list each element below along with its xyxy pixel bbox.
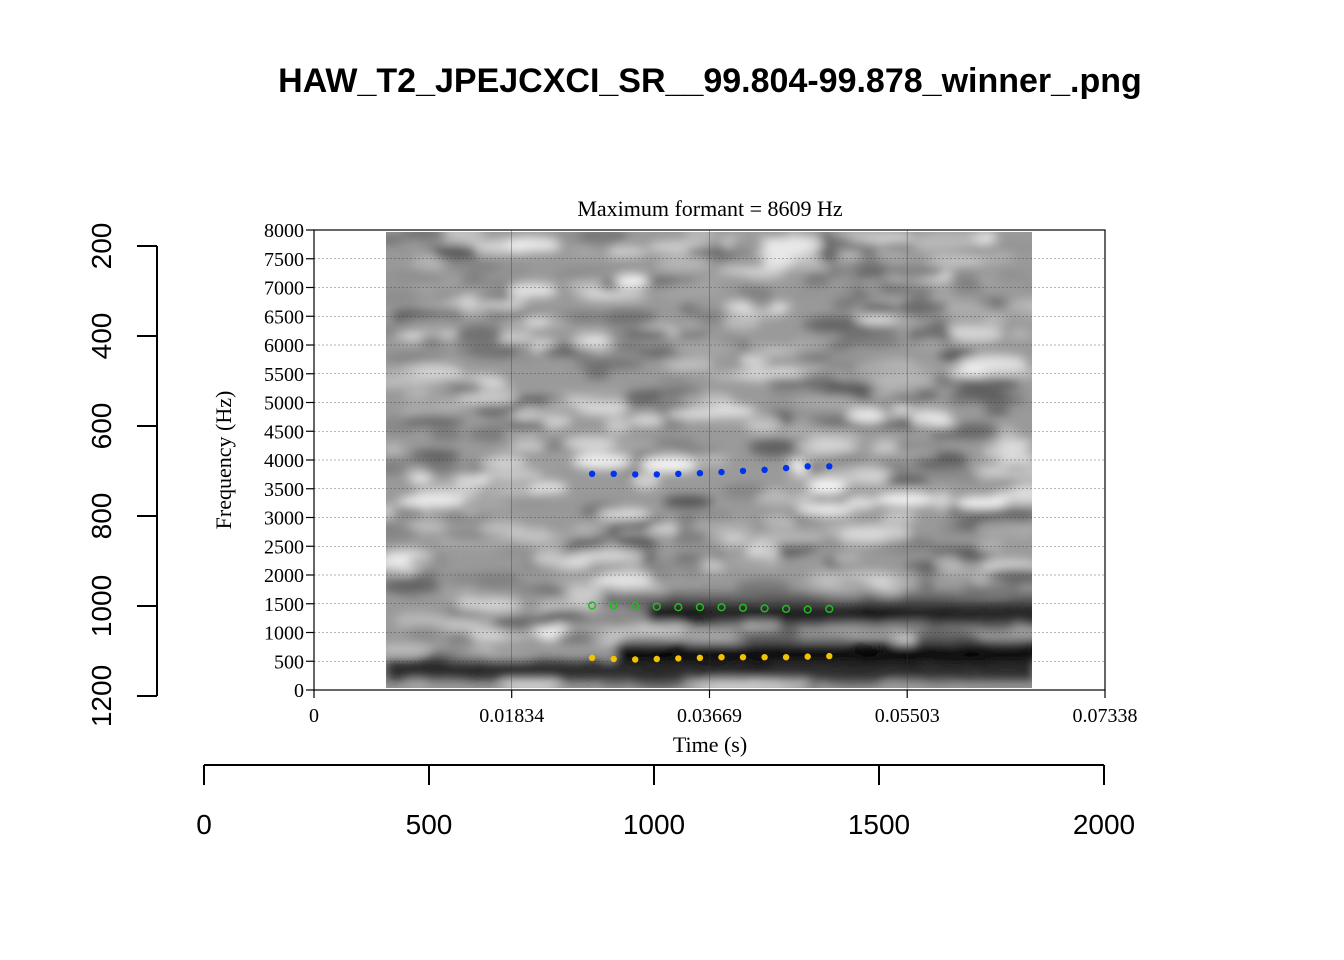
formant-point	[588, 470, 596, 477]
y-tick-label: 6500	[264, 306, 304, 328]
figure-title: HAW_T2_JPEJCXCI_SR__99.804-99.878_winner…	[278, 62, 1142, 100]
outer-y-tick-label: 200	[86, 223, 117, 270]
formant-points	[587, 463, 834, 663]
formant-point	[653, 655, 660, 663]
formant-point	[696, 470, 704, 477]
plot-title: Maximum formant = 8609 Hz	[577, 196, 843, 221]
y-tick-label: 7000	[264, 278, 304, 300]
formant-point	[588, 654, 596, 661]
outer-x-tick-label: 1500	[848, 809, 910, 840]
outer-x-tick-label: 1000	[623, 809, 685, 840]
spectrogram-image	[386, 232, 1032, 688]
formant-point	[781, 604, 791, 614]
formant-point	[631, 601, 640, 611]
formant-point	[718, 654, 725, 661]
spectrogram-plot: Maximum formant = 8609 Hz 0 500 1000 1500 20…	[211, 196, 1138, 757]
outer-x-tick-label: 500	[406, 809, 453, 840]
x-tick-label: 0.07338	[1073, 705, 1138, 727]
formant-point	[632, 656, 639, 663]
y-tick-label: 1500	[264, 594, 304, 616]
formant-point	[652, 602, 661, 611]
formant-point	[674, 603, 683, 612]
y-tick-label: 7500	[264, 249, 304, 271]
outer-y-tick-label: 1200	[86, 665, 117, 727]
outer-y-tick-label: 800	[86, 493, 117, 540]
x-tick-label: 0.01834	[479, 705, 544, 727]
x-tick-label: 0	[309, 705, 319, 727]
x-tick-label: 0.03669	[677, 705, 742, 727]
formant-point	[717, 603, 726, 612]
formant-point	[825, 604, 834, 614]
outer-y-tick-label: 400	[86, 313, 117, 360]
y-tick-label: 8000	[264, 220, 304, 242]
formant-point	[782, 654, 790, 661]
outer-x-tick-label: 2000	[1073, 809, 1135, 840]
formant-point	[739, 654, 747, 661]
formant-point	[675, 655, 682, 662]
formant-point	[761, 466, 768, 473]
formant-point	[587, 601, 597, 610]
formant-point	[782, 464, 790, 472]
formant-point	[738, 603, 748, 612]
y-tick-label: 5500	[264, 364, 304, 386]
outer-y-axis: 200 400 600 800 1000 1200	[86, 223, 158, 727]
formant-point	[696, 654, 704, 661]
outer-x-axis: 0 500 1000 1500 2000	[196, 764, 1135, 840]
y-tick-label: 3500	[264, 479, 304, 501]
formant-point	[632, 471, 639, 478]
y-tick-label: 2000	[264, 565, 304, 587]
formant-point	[695, 603, 705, 612]
y-tick-label: 6000	[264, 335, 304, 357]
formant-point	[718, 468, 725, 476]
y-tick-label: 4500	[264, 421, 304, 443]
formant-point	[610, 655, 617, 663]
outer-y-tick-label: 1000	[86, 575, 117, 637]
y-tick-label: 2500	[264, 536, 304, 558]
y-tick-label: 5000	[264, 393, 304, 415]
formant-point	[609, 601, 618, 610]
y-tick-label: 0	[294, 680, 304, 702]
formant-point	[826, 652, 833, 660]
x-axis: 0 0.01834 0.03669 0.05503 0.07338	[309, 690, 1138, 727]
y-tick-label: 500	[274, 651, 304, 673]
formant-point	[826, 463, 833, 470]
x-axis-label: Time (s)	[673, 732, 747, 757]
formant-point	[803, 605, 812, 614]
formant-point	[653, 471, 660, 478]
y-tick-label: 3000	[264, 508, 304, 530]
y-axis-label: Frequency (Hz)	[211, 391, 236, 530]
outer-x-tick-label: 0	[196, 809, 212, 840]
formant-point	[761, 654, 768, 661]
formant-point	[804, 463, 811, 470]
formant-point	[675, 470, 682, 477]
formant-point	[804, 653, 811, 660]
formant-point	[739, 467, 747, 475]
x-tick-label: 0.05503	[875, 705, 940, 727]
outer-y-tick-label: 600	[86, 403, 117, 450]
y-tick-label: 4000	[264, 450, 304, 472]
formant-point	[760, 604, 769, 613]
y-tick-label: 1000	[264, 623, 304, 645]
formant-point	[610, 470, 617, 477]
y-axis: 0 500 1000 1500 2000 2500 3000 3500 4000 4500 5000…	[264, 220, 314, 702]
